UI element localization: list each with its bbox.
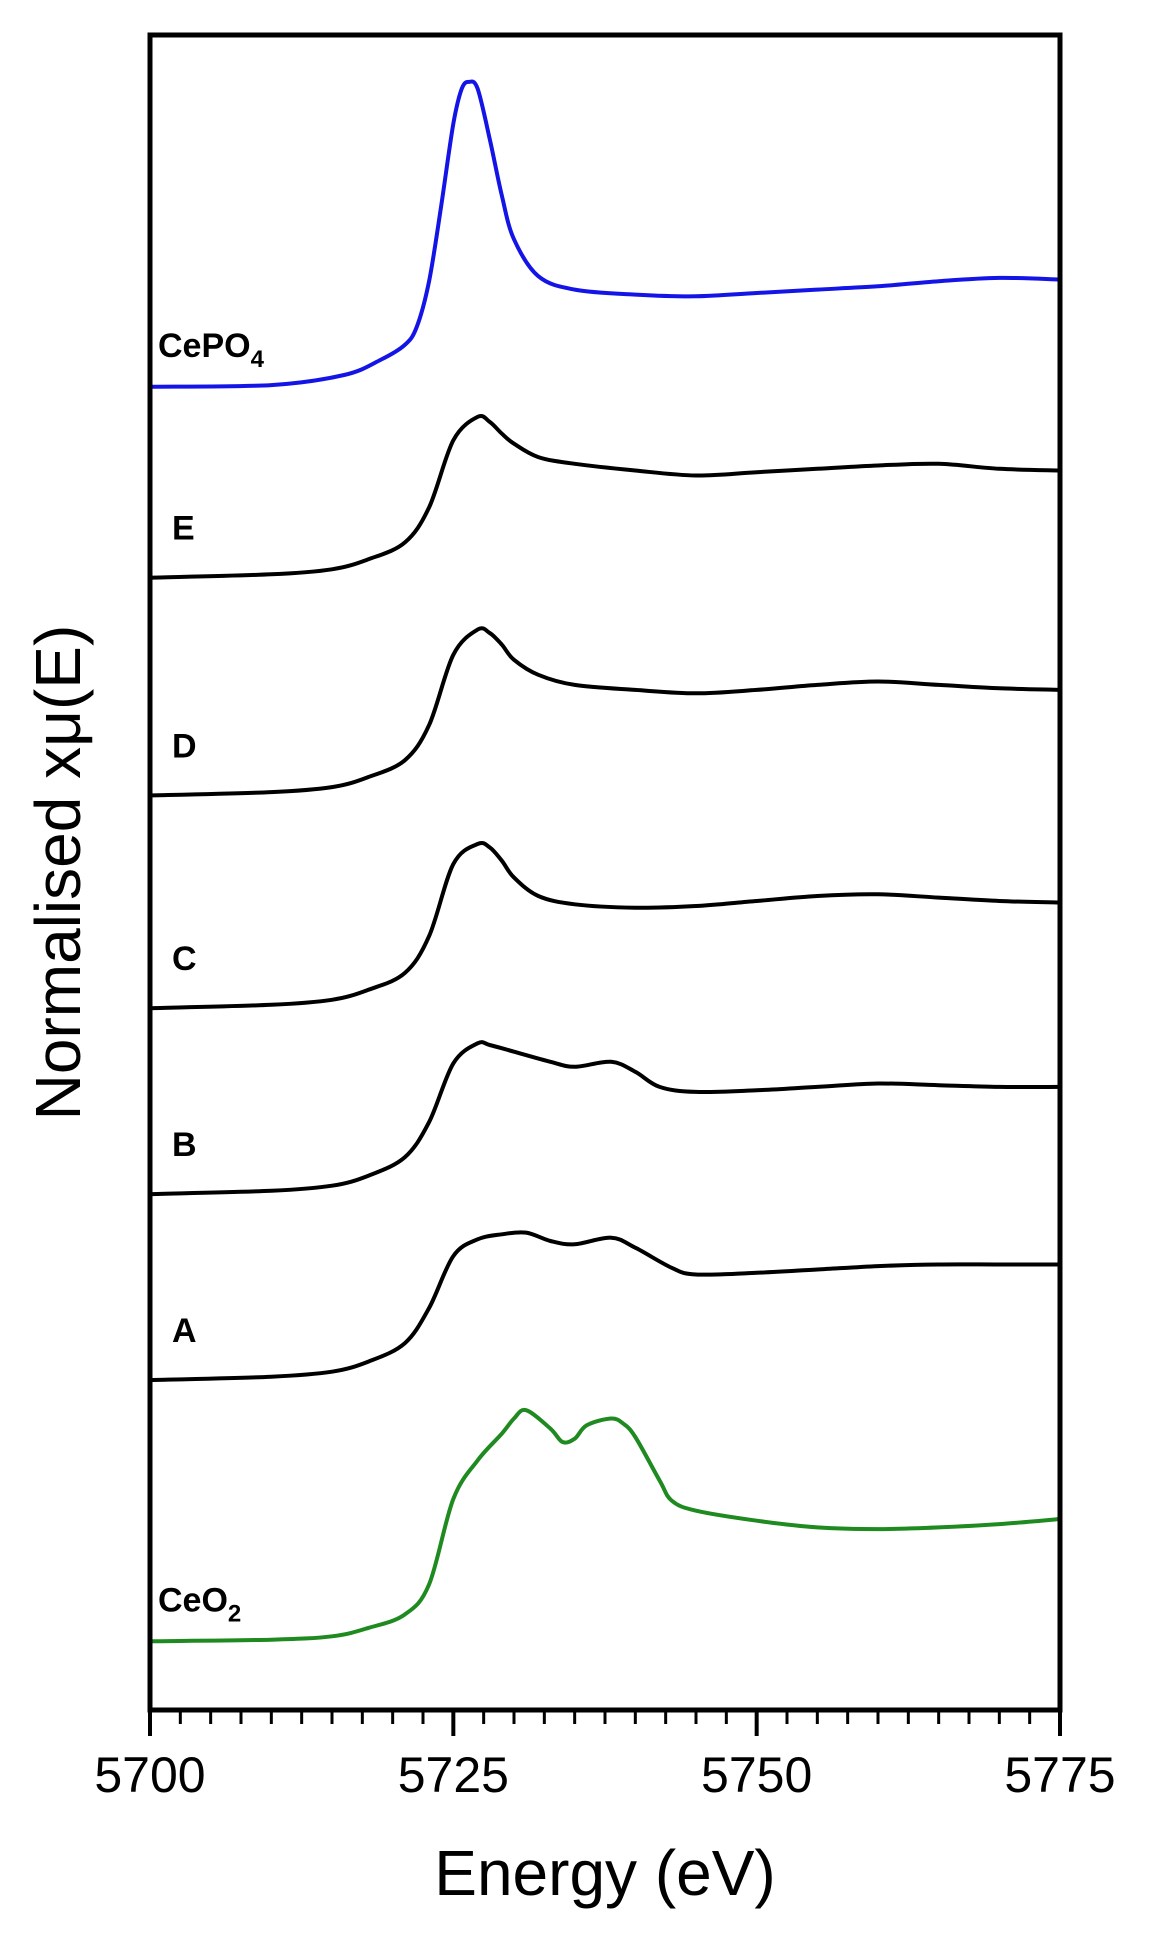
series-label-4: B xyxy=(172,1126,197,1164)
x-tick-label: 5750 xyxy=(701,1747,812,1803)
series-group xyxy=(149,79,1061,1644)
series-line-1 xyxy=(149,413,1061,580)
x-tick-label: 5725 xyxy=(398,1747,509,1803)
x-tick-label: 5700 xyxy=(94,1747,205,1803)
series-label-1: E xyxy=(172,510,195,548)
series-label-text: D xyxy=(172,727,197,765)
series-label-6: CeO2 xyxy=(158,1581,241,1627)
series-line-2 xyxy=(149,626,1061,798)
series-label-text: CePO xyxy=(158,327,251,365)
series-label-5: A xyxy=(172,1312,197,1350)
series-label-2: D xyxy=(172,727,197,765)
series-label-text: B xyxy=(172,1126,197,1164)
x-tick-label: 5775 xyxy=(1004,1747,1115,1803)
series-line-6 xyxy=(149,1407,1061,1644)
plot-frame xyxy=(147,32,1063,1713)
x-axis-title: Energy (eV) xyxy=(434,1837,775,1909)
series-label-text: E xyxy=(172,510,195,548)
x-axis-ticks xyxy=(148,1710,1062,1736)
x-axis-tick-labels: 5700 5725 5750 5775 xyxy=(94,1747,1115,1803)
series-label-text: A xyxy=(172,1312,197,1350)
series-label-subscript: 4 xyxy=(251,346,265,373)
series-label-3: C xyxy=(172,940,197,978)
y-axis-title: Normalised xμ(E) xyxy=(22,625,94,1121)
series-line-4 xyxy=(149,1040,1061,1197)
series-line-3 xyxy=(149,840,1061,1011)
series-label-text: C xyxy=(172,940,197,978)
series-labels: CePO4 E D C B A CeO2 xyxy=(158,327,265,1628)
series-line-0 xyxy=(149,79,1061,389)
series-label-text: CeO xyxy=(158,1581,228,1619)
series-label-subscript: 2 xyxy=(228,1600,241,1627)
series-line-5 xyxy=(149,1230,1060,1382)
series-label-0: CePO4 xyxy=(158,327,265,373)
